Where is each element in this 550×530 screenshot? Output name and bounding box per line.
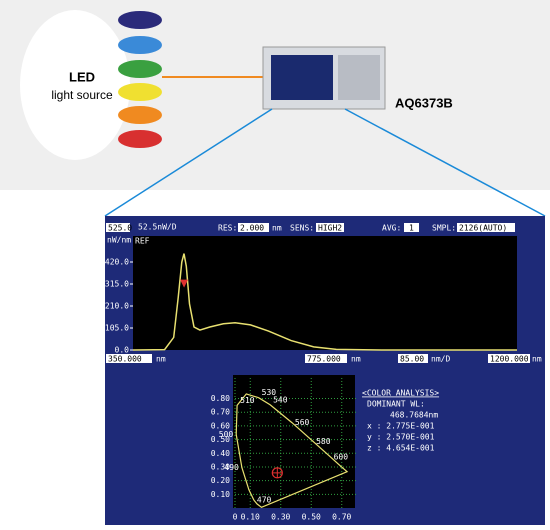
led bbox=[118, 83, 162, 101]
field-box bbox=[106, 354, 152, 363]
ref-level: 525.0 bbox=[108, 224, 132, 233]
x-tick-label: 0.70 bbox=[332, 513, 351, 522]
spectrum-area bbox=[133, 236, 517, 350]
wavelength-label: 580 bbox=[316, 437, 331, 446]
dominant-wl: 468.7684nm bbox=[390, 411, 438, 420]
field-box bbox=[404, 223, 419, 232]
y-tick-label: 0.20 bbox=[211, 476, 230, 485]
led bbox=[118, 36, 162, 54]
analysis-title: <COLOR ANALYSIS> bbox=[362, 389, 439, 398]
smpl: 2126(AUTO) bbox=[459, 224, 507, 233]
avg: 1 bbox=[409, 224, 414, 233]
unit: nm bbox=[272, 224, 282, 233]
y-tick-label: 0.70 bbox=[211, 408, 230, 417]
y-tick-label: 420.0 bbox=[105, 258, 129, 267]
zoom-line bbox=[104, 108, 273, 217]
stop: 1200.000 bbox=[490, 355, 529, 364]
span: 85.00 bbox=[400, 355, 424, 364]
led-glow bbox=[20, 10, 130, 160]
x-tick-label: 0.10 bbox=[241, 513, 260, 522]
y-tick-label: 0.10 bbox=[211, 490, 230, 499]
wavelength-label: 530 bbox=[262, 388, 277, 397]
led bbox=[118, 106, 162, 124]
y-unit: nW/nm bbox=[107, 236, 131, 245]
wavelength-label: 490 bbox=[224, 463, 239, 472]
ref-box bbox=[106, 223, 130, 232]
field-box bbox=[398, 354, 428, 363]
y-tick-label: 105.0 bbox=[105, 324, 129, 333]
cie-z: z : 4.654E-001 bbox=[367, 444, 435, 453]
led bbox=[118, 130, 162, 148]
label: RES: bbox=[218, 224, 237, 233]
label: AVG: bbox=[382, 224, 401, 233]
zoom-line bbox=[344, 108, 546, 217]
peak-marker bbox=[180, 279, 189, 288]
res: 2.000 bbox=[240, 224, 264, 233]
y-tick-label: 0.40 bbox=[211, 449, 230, 458]
ref-label: REF bbox=[135, 237, 150, 246]
y-tick-label: 0.60 bbox=[211, 421, 230, 430]
led bbox=[118, 60, 162, 78]
unit: nm/D bbox=[431, 355, 450, 364]
wavelength-label: 600 bbox=[334, 453, 349, 462]
analysis-label: DOMINANT WL: bbox=[367, 400, 425, 409]
unit: nm bbox=[532, 355, 542, 364]
cie-x: x : 2.775E-001 bbox=[367, 422, 435, 431]
wavelength-label: 540 bbox=[273, 395, 288, 404]
model-label: AQ6373B bbox=[395, 95, 453, 110]
wavelength-label: 500 bbox=[219, 430, 234, 439]
x-tick-label: 0.30 bbox=[271, 513, 290, 522]
y-tick-label: 0.50 bbox=[211, 435, 230, 444]
instrument-screen bbox=[271, 55, 333, 100]
wavelength-label: 510 bbox=[240, 396, 255, 405]
field-box bbox=[305, 354, 347, 363]
field-box bbox=[316, 223, 344, 232]
y-tick-label: 0.0 bbox=[115, 346, 130, 355]
cie-y: y : 2.570E-001 bbox=[367, 433, 435, 442]
sens: HIGH2 bbox=[318, 224, 342, 233]
wavelength-label: 470 bbox=[257, 496, 272, 505]
y-tick-label: 315.0 bbox=[105, 280, 129, 289]
led-label: light source bbox=[51, 88, 113, 102]
field-box bbox=[238, 223, 269, 232]
unit: nm bbox=[156, 355, 166, 364]
cie-area bbox=[233, 375, 355, 508]
y-tick-label: 210.0 bbox=[105, 302, 129, 311]
center: 775.000 bbox=[307, 355, 341, 364]
x-tick-label: 0 bbox=[233, 513, 238, 522]
spectral-locus bbox=[235, 393, 349, 508]
field-box bbox=[457, 223, 515, 232]
label: SENS: bbox=[290, 224, 314, 233]
start: 350.000 bbox=[108, 355, 142, 364]
crosshair bbox=[272, 467, 283, 478]
led-label: LED bbox=[69, 69, 95, 84]
instrument-keys bbox=[338, 55, 380, 100]
spectrum-line bbox=[132, 253, 517, 351]
y-tick-label: 0.80 bbox=[211, 394, 230, 403]
y-tick-label: 0.30 bbox=[211, 462, 230, 471]
scale: 52.5nW/D bbox=[138, 223, 177, 232]
x-tick-label: 0.50 bbox=[302, 513, 321, 522]
unit: nm bbox=[351, 355, 361, 364]
wavelength-label: 560 bbox=[295, 418, 310, 427]
label: SMPL: bbox=[432, 224, 456, 233]
led bbox=[118, 11, 162, 29]
field-box bbox=[488, 354, 530, 363]
